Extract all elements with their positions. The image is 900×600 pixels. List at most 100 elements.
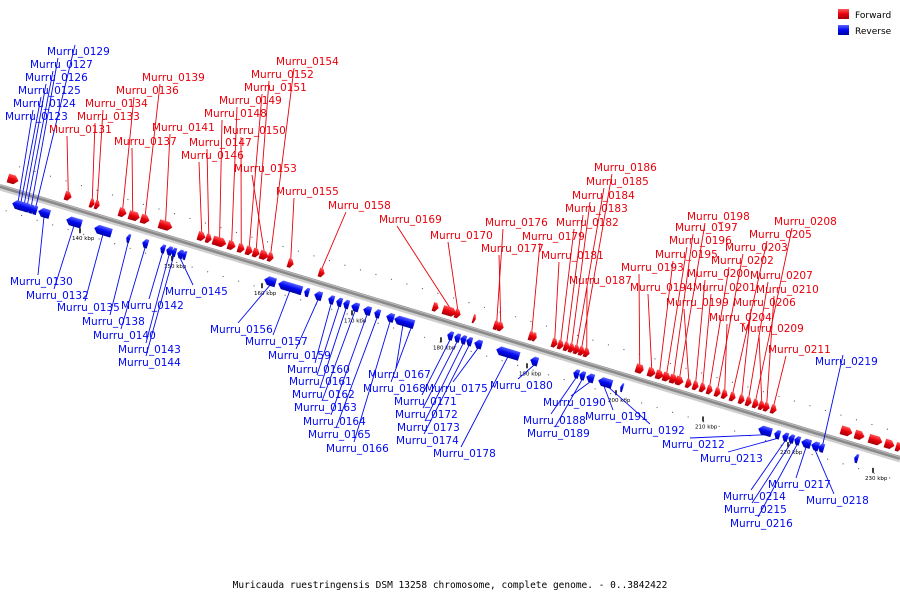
murru-0133-arrow[interactable] (88, 198, 96, 208)
murru-0143-arrow[interactable] (165, 246, 174, 256)
murru-0187-arrow[interactable] (582, 347, 591, 358)
murru-0131-arrow[interactable] (63, 190, 73, 202)
murru-0137-arrow[interactable] (127, 210, 138, 221)
gene-label[interactable]: Murru_0177 (481, 243, 544, 255)
murru-0192-arrow[interactable] (605, 378, 614, 389)
gene-label[interactable]: Murru_0198 (687, 211, 750, 223)
murru-0184-arrow[interactable] (567, 343, 576, 353)
gene-label[interactable]: Murru_0211 (768, 344, 831, 356)
murru-0173-arrow[interactable] (459, 334, 468, 345)
murru-0148-arrow[interactable] (211, 235, 228, 249)
murru-0170-arrow[interactable] (453, 308, 462, 319)
murru-0169-arrow[interactable] (441, 305, 458, 318)
gene-label[interactable]: Murru_0155 (276, 186, 339, 198)
murru-0182-arrow[interactable] (556, 339, 565, 350)
gene-label[interactable]: Murru_0193 (621, 262, 684, 274)
gene-label[interactable]: Murru_0166 (326, 443, 389, 455)
gene-label[interactable]: Murru_0213 (700, 453, 763, 465)
murru-0166-arrow[interactable] (385, 312, 396, 323)
gene-label[interactable]: Murru_0152 (251, 69, 314, 81)
gene-label[interactable]: Murru_0139 (142, 72, 205, 84)
murru-0205-arrow[interactable] (728, 391, 737, 402)
murru-0151-arrow[interactable] (244, 245, 254, 257)
murru-0136-arrow[interactable] (117, 207, 128, 218)
murru-0141-arrow[interactable] (157, 219, 174, 232)
murru-0196-arrow[interactable] (661, 371, 672, 383)
murru-0186-arrow[interactable] (577, 346, 586, 356)
gene-label[interactable]: Murru_0129 (47, 46, 110, 58)
murru-0172-arrow[interactable] (453, 333, 462, 343)
murru-0201-arrow[interactable] (698, 382, 707, 393)
murru-0132-arrow[interactable] (65, 215, 83, 229)
murru-0211-arrow[interactable] (769, 404, 778, 414)
murru-0157-arrow[interactable] (277, 279, 303, 295)
murru-0171-arrow[interactable] (446, 330, 455, 341)
murru-0189-arrow[interactable] (578, 370, 587, 381)
murru-0180-arrow[interactable] (529, 356, 540, 367)
murru-0150-arrow[interactable] (236, 243, 246, 254)
murru-0126-arrow[interactable] (22, 202, 31, 213)
gene-label[interactable]: Murru_0148 (204, 108, 267, 120)
gene-label[interactable]: Murru_0204 (709, 312, 772, 324)
gene-label[interactable]: Murru_0134 (85, 98, 148, 110)
murru-0209-arrow[interactable] (757, 400, 766, 411)
murru-0135-arrow[interactable] (93, 224, 113, 238)
gene-label[interactable]: Murru_0188 (523, 415, 586, 427)
gene-label[interactable]: Murru_0124 (13, 98, 76, 110)
gene-label[interactable]: Murru_0184 (572, 190, 635, 202)
gene-label[interactable]: Murru_0123 (5, 111, 68, 123)
gene-label[interactable]: Murru_0145 (165, 286, 228, 298)
gene-label[interactable]: Murru_0143 (118, 344, 181, 356)
gene-label[interactable]: Murru_0195 (655, 249, 718, 261)
gene-label[interactable]: Murru_0183 (565, 203, 628, 215)
gene-label[interactable]: Murru_0173 (397, 422, 460, 434)
gene-label[interactable]: Murru_0201 (693, 282, 756, 294)
gene-label[interactable]: Murru_0175 (425, 383, 488, 395)
gene-label[interactable]: Murru_0190 (543, 397, 606, 409)
gene-label[interactable]: Murru_0215 (724, 504, 787, 516)
gene-label[interactable]: Murru_0185 (586, 176, 649, 188)
murru-0174-arrow[interactable] (465, 336, 474, 347)
gene-label[interactable]: Murru_0150 (223, 125, 286, 137)
gene-label[interactable]: Murru_0191 (585, 411, 648, 423)
gene-label[interactable]: Murru_0210 (756, 284, 819, 296)
gene-label[interactable]: Murru_0144 (118, 357, 181, 369)
murru-0139-arrow[interactable] (139, 213, 151, 225)
murru-0155-arrow[interactable] (286, 258, 295, 268)
murru-0144-arrow[interactable] (170, 247, 178, 258)
murru-0177-arrow[interactable] (496, 321, 505, 332)
gene-label[interactable]: Murru_0180 (490, 380, 553, 392)
murru-0147-arrow[interactable] (204, 233, 213, 244)
murru-0190-arrow[interactable] (585, 372, 596, 384)
murru-0197-arrow[interactable] (668, 373, 679, 385)
murru-0219-arrow[interactable] (817, 443, 826, 453)
murru-0175-arrow[interactable] (473, 339, 484, 350)
murru-0200-arrow[interactable] (691, 380, 700, 391)
gene-label[interactable]: Murru_0212 (662, 439, 725, 451)
gene-label[interactable]: Murru_0207 (750, 270, 813, 282)
murru-0214-arrow[interactable] (781, 432, 790, 443)
murru-0207-arrow[interactable] (744, 396, 753, 407)
murru-0127-arrow[interactable] (26, 204, 35, 214)
gene-label[interactable]: Murru_0200 (687, 268, 750, 280)
gene-label[interactable]: Murru_0187 (569, 275, 632, 287)
gene-label[interactable]: Murru_0181 (541, 250, 604, 262)
murru-0208-arrow[interactable] (751, 398, 760, 409)
gene-label[interactable]: Murru_0156 (210, 324, 273, 336)
gene-label[interactable]: Murru_0179 (522, 231, 585, 243)
gene-label[interactable]: Murru_0132 (26, 290, 89, 302)
murru-0158-arrow[interactable] (317, 267, 326, 278)
murru-0179-arrow[interactable] (527, 331, 536, 341)
gene-label[interactable]: Murru_0189 (527, 428, 590, 440)
gene-label[interactable]: Murru_0153 (234, 163, 297, 175)
gene-label[interactable]: Murru_0206 (733, 297, 796, 309)
murru-0204-arrow[interactable] (720, 389, 729, 399)
murru-0212-arrow[interactable] (757, 424, 773, 438)
murru-0140-arrow[interactable] (141, 238, 150, 249)
gene-label[interactable]: Murru_0136 (116, 85, 179, 97)
murru-0154-arrow[interactable] (266, 252, 275, 262)
gene-label[interactable]: Murru_0172 (395, 409, 458, 421)
gene-label[interactable]: Murru_0218 (806, 495, 869, 507)
murru-0153-arrow[interactable] (258, 249, 270, 261)
gene-label[interactable]: Murru_0140 (93, 330, 156, 342)
